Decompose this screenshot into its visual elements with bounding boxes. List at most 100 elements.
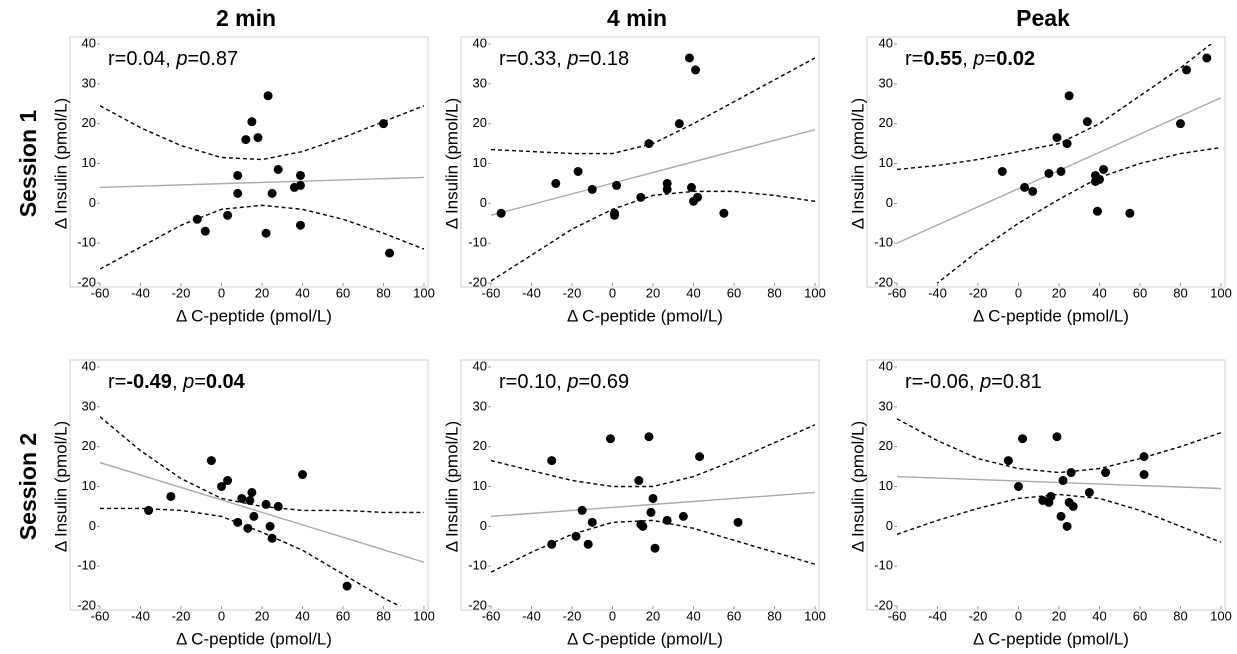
- panel: -60 -40 -20 0 20 40 60 80 100 -20 -10 0 10 20 30 40 Δ C-…: [848, 35, 1231, 325]
- data-point: [1092, 206, 1102, 216]
- x-axis-label: Δ C-peptide (pmol/L): [567, 306, 723, 325]
- column-title: Peak: [1016, 5, 1070, 31]
- data-point: [1095, 174, 1104, 184]
- confidence-band-lower: [491, 190, 815, 282]
- data-point: [223, 476, 233, 486]
- data-point: [605, 434, 615, 444]
- data-point: [587, 517, 597, 527]
- annotation-part: 0.02: [996, 48, 1035, 70]
- data-point: [385, 248, 395, 258]
- fit-line: [897, 475, 1221, 490]
- data-point: [684, 53, 694, 63]
- data-point: [547, 539, 557, 549]
- data-point: [610, 210, 620, 220]
- x-tick-label: -60: [482, 285, 501, 300]
- x-tick-label: -60: [91, 285, 110, 300]
- annotation-part: p: [175, 48, 187, 70]
- x-tick-label: 80: [1173, 285, 1187, 300]
- x-tick-label: -60: [888, 608, 907, 623]
- x-tick-label: 60: [1133, 285, 1147, 300]
- x-tick-label: -20: [563, 608, 582, 623]
- x-tick-label: -40: [522, 608, 541, 623]
- panel: -60 -40 -20 0 20 40 60 80 100 -20 -10 0 10 20 30 40 Δ C-…: [51, 35, 434, 325]
- x-tick-label: -40: [131, 608, 150, 623]
- x-tick-label: -40: [928, 608, 947, 623]
- panel-frame: [460, 36, 820, 288]
- x-tick-label: 60: [1133, 608, 1147, 623]
- data-point: [217, 482, 226, 491]
- x-tick-label: 20: [646, 285, 660, 300]
- x-axis-label: Δ C-peptide (pmol/L): [176, 629, 332, 648]
- annotation: r=-0.06, p=0.81: [905, 371, 1042, 393]
- x-tick-label: -20: [172, 608, 191, 623]
- y-tick-label: -20: [874, 597, 893, 612]
- confidence-band-lower: [936, 146, 1221, 283]
- y-tick-label: 10: [82, 478, 96, 493]
- annotation: r=0.55, p=0.02: [905, 48, 1035, 70]
- data-point: [648, 493, 658, 503]
- data-point: [1062, 139, 1072, 149]
- annotation-part: =: [991, 371, 1003, 393]
- column-title: 4 min: [607, 5, 667, 31]
- x-tick-label: 0: [1015, 285, 1022, 300]
- data-point: [1028, 186, 1038, 196]
- data-point: [237, 493, 247, 503]
- x-tick-label: 40: [295, 608, 309, 623]
- data-point: [577, 505, 587, 515]
- data-point: [644, 139, 654, 149]
- y-tick-label: 40: [879, 35, 893, 50]
- x-tick-label: 80: [1173, 608, 1187, 623]
- panel-frame: [69, 359, 429, 611]
- y-tick-label: 40: [879, 358, 893, 373]
- x-tick-label: -60: [482, 608, 501, 623]
- x-tick-label: 100: [804, 608, 826, 623]
- annotation-part: 0.18: [590, 48, 629, 70]
- data-point: [243, 523, 253, 533]
- panel: -60 -40 -20 0 20 40 60 80 100 -20 -10 0 10 20 30 40 Δ C-…: [51, 358, 434, 648]
- data-point: [1044, 168, 1054, 178]
- x-tick-label: 80: [376, 608, 390, 623]
- annotation-part: 0.04: [206, 371, 246, 393]
- y-tick-label: 30: [879, 75, 893, 90]
- x-tick-label: 20: [255, 285, 269, 300]
- x-tick-label: -40: [131, 285, 150, 300]
- y-tick-label: -10: [874, 235, 893, 250]
- annotation-part: r=: [108, 48, 126, 70]
- data-point: [342, 581, 352, 591]
- fit-line: [491, 491, 815, 518]
- panel-frame: [866, 36, 1226, 288]
- x-tick-label: 40: [295, 285, 309, 300]
- y-tick-label: 20: [879, 438, 893, 453]
- y-tick-label: 20: [879, 115, 893, 130]
- y-tick-label: 10: [82, 155, 96, 170]
- x-tick-label: 100: [413, 285, 435, 300]
- x-tick-label: -20: [969, 285, 988, 300]
- y-tick-label: 30: [82, 75, 96, 90]
- data-point: [1056, 511, 1066, 521]
- x-tick-label: 20: [255, 608, 269, 623]
- x-tick-label: 40: [1092, 285, 1106, 300]
- data-point: [719, 208, 729, 218]
- annotation-part: -0.49: [126, 371, 172, 393]
- y-tick-label: -10: [77, 558, 96, 573]
- data-point: [1056, 166, 1066, 176]
- confidence-band-lower: [897, 493, 1221, 543]
- y-tick-label: 10: [473, 155, 487, 170]
- y-tick-label: 30: [473, 398, 487, 413]
- annotation-part: =: [579, 48, 591, 70]
- annotation-part: ,: [556, 371, 567, 393]
- data-point: [247, 487, 257, 497]
- annotation-part: 0.04: [126, 48, 165, 70]
- annotation-part: =: [188, 48, 200, 70]
- row-title: Session 1: [15, 110, 41, 218]
- annotation: r=0.10, p=0.69: [499, 371, 629, 393]
- x-tick-label: 80: [767, 608, 781, 623]
- y-tick-label: 40: [473, 35, 487, 50]
- data-point: [206, 456, 216, 466]
- panel: -60 -40 -20 0 20 40 60 80 100 -20 -10 0 10 20 30 40 Δ C-…: [442, 358, 825, 648]
- data-point: [295, 220, 305, 230]
- data-point: [1052, 432, 1062, 442]
- data-point: [644, 432, 654, 442]
- y-tick-label: 0: [89, 195, 96, 210]
- data-point: [166, 491, 176, 501]
